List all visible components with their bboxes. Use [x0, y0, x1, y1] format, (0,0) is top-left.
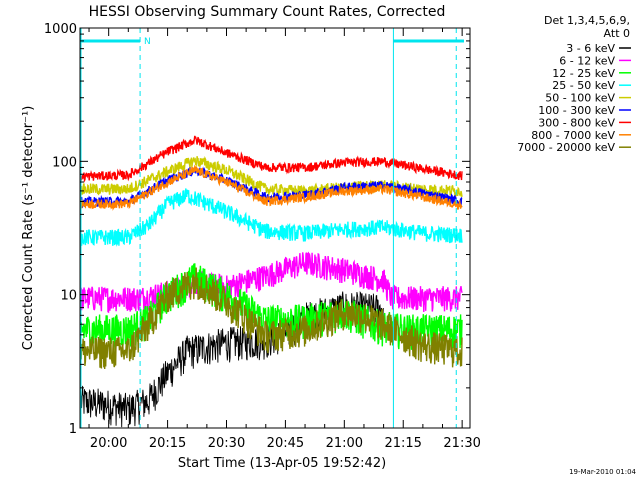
- y-axis-label: Corrected Count Rate (s⁻¹ detector⁻¹): [21, 106, 36, 351]
- x-tick-label: 20:15: [149, 436, 186, 451]
- axes-layer: 1 10 100 1000 20:00 20:15 20:30 20:45 21:00 21:15…: [44, 22, 481, 451]
- legend-label: 800 - 7000 keV: [531, 129, 615, 142]
- x-tick-label: 21:00: [326, 436, 363, 451]
- legend-label: 6 - 12 keV: [559, 54, 615, 67]
- x-tick-label: 21:30: [443, 436, 480, 451]
- series-layer: [80, 135, 463, 428]
- legend-label: 100 - 300 keV: [538, 104, 615, 117]
- legend-label: 7000 - 20000 keV: [517, 141, 615, 154]
- generation-timestamp: 19-Mar-2010 01:04: [569, 468, 636, 476]
- x-tick-label: 20:00: [90, 436, 127, 451]
- series-line-800_7000kev: [80, 164, 463, 211]
- series-line-7000_20000kev: [80, 267, 463, 370]
- x-tick-label: 21:15: [384, 436, 421, 451]
- y-tick-label: 100: [52, 155, 77, 170]
- series-line-6_12kev: [80, 251, 463, 314]
- y-tick-label: 1: [69, 422, 77, 437]
- y-tick-label: 1000: [44, 22, 77, 37]
- legend-header-line-1: Det 1,3,4,5,6,9,: [544, 14, 630, 27]
- y-tick-label: 10: [60, 289, 77, 304]
- legend-header-line-2: Att 0: [604, 27, 630, 40]
- series-line-300_800kev: [80, 135, 463, 183]
- legend-label: 3 - 6 keV: [566, 42, 615, 55]
- legend-label: 25 - 50 keV: [552, 79, 615, 92]
- legend-label: 50 - 100 keV: [545, 92, 615, 105]
- overlay-layer: N: [80, 28, 464, 428]
- series-line-3_6kev: [80, 291, 384, 428]
- series-line-25_50kev: [80, 188, 463, 247]
- x-tick-label: 20:45: [267, 436, 304, 451]
- flag-bar-label: N: [144, 37, 151, 47]
- chart-title: HESSI Observing Summary Count Rates, Cor…: [89, 4, 446, 20]
- plot-frame: [79, 27, 471, 429]
- legend-label: 12 - 25 keV: [552, 67, 615, 80]
- legend-label: 300 - 800 keV: [538, 116, 615, 129]
- x-tick-label: 20:30: [208, 436, 245, 451]
- x-axis-label: Start Time (13-Apr-05 19:52:42): [178, 456, 386, 471]
